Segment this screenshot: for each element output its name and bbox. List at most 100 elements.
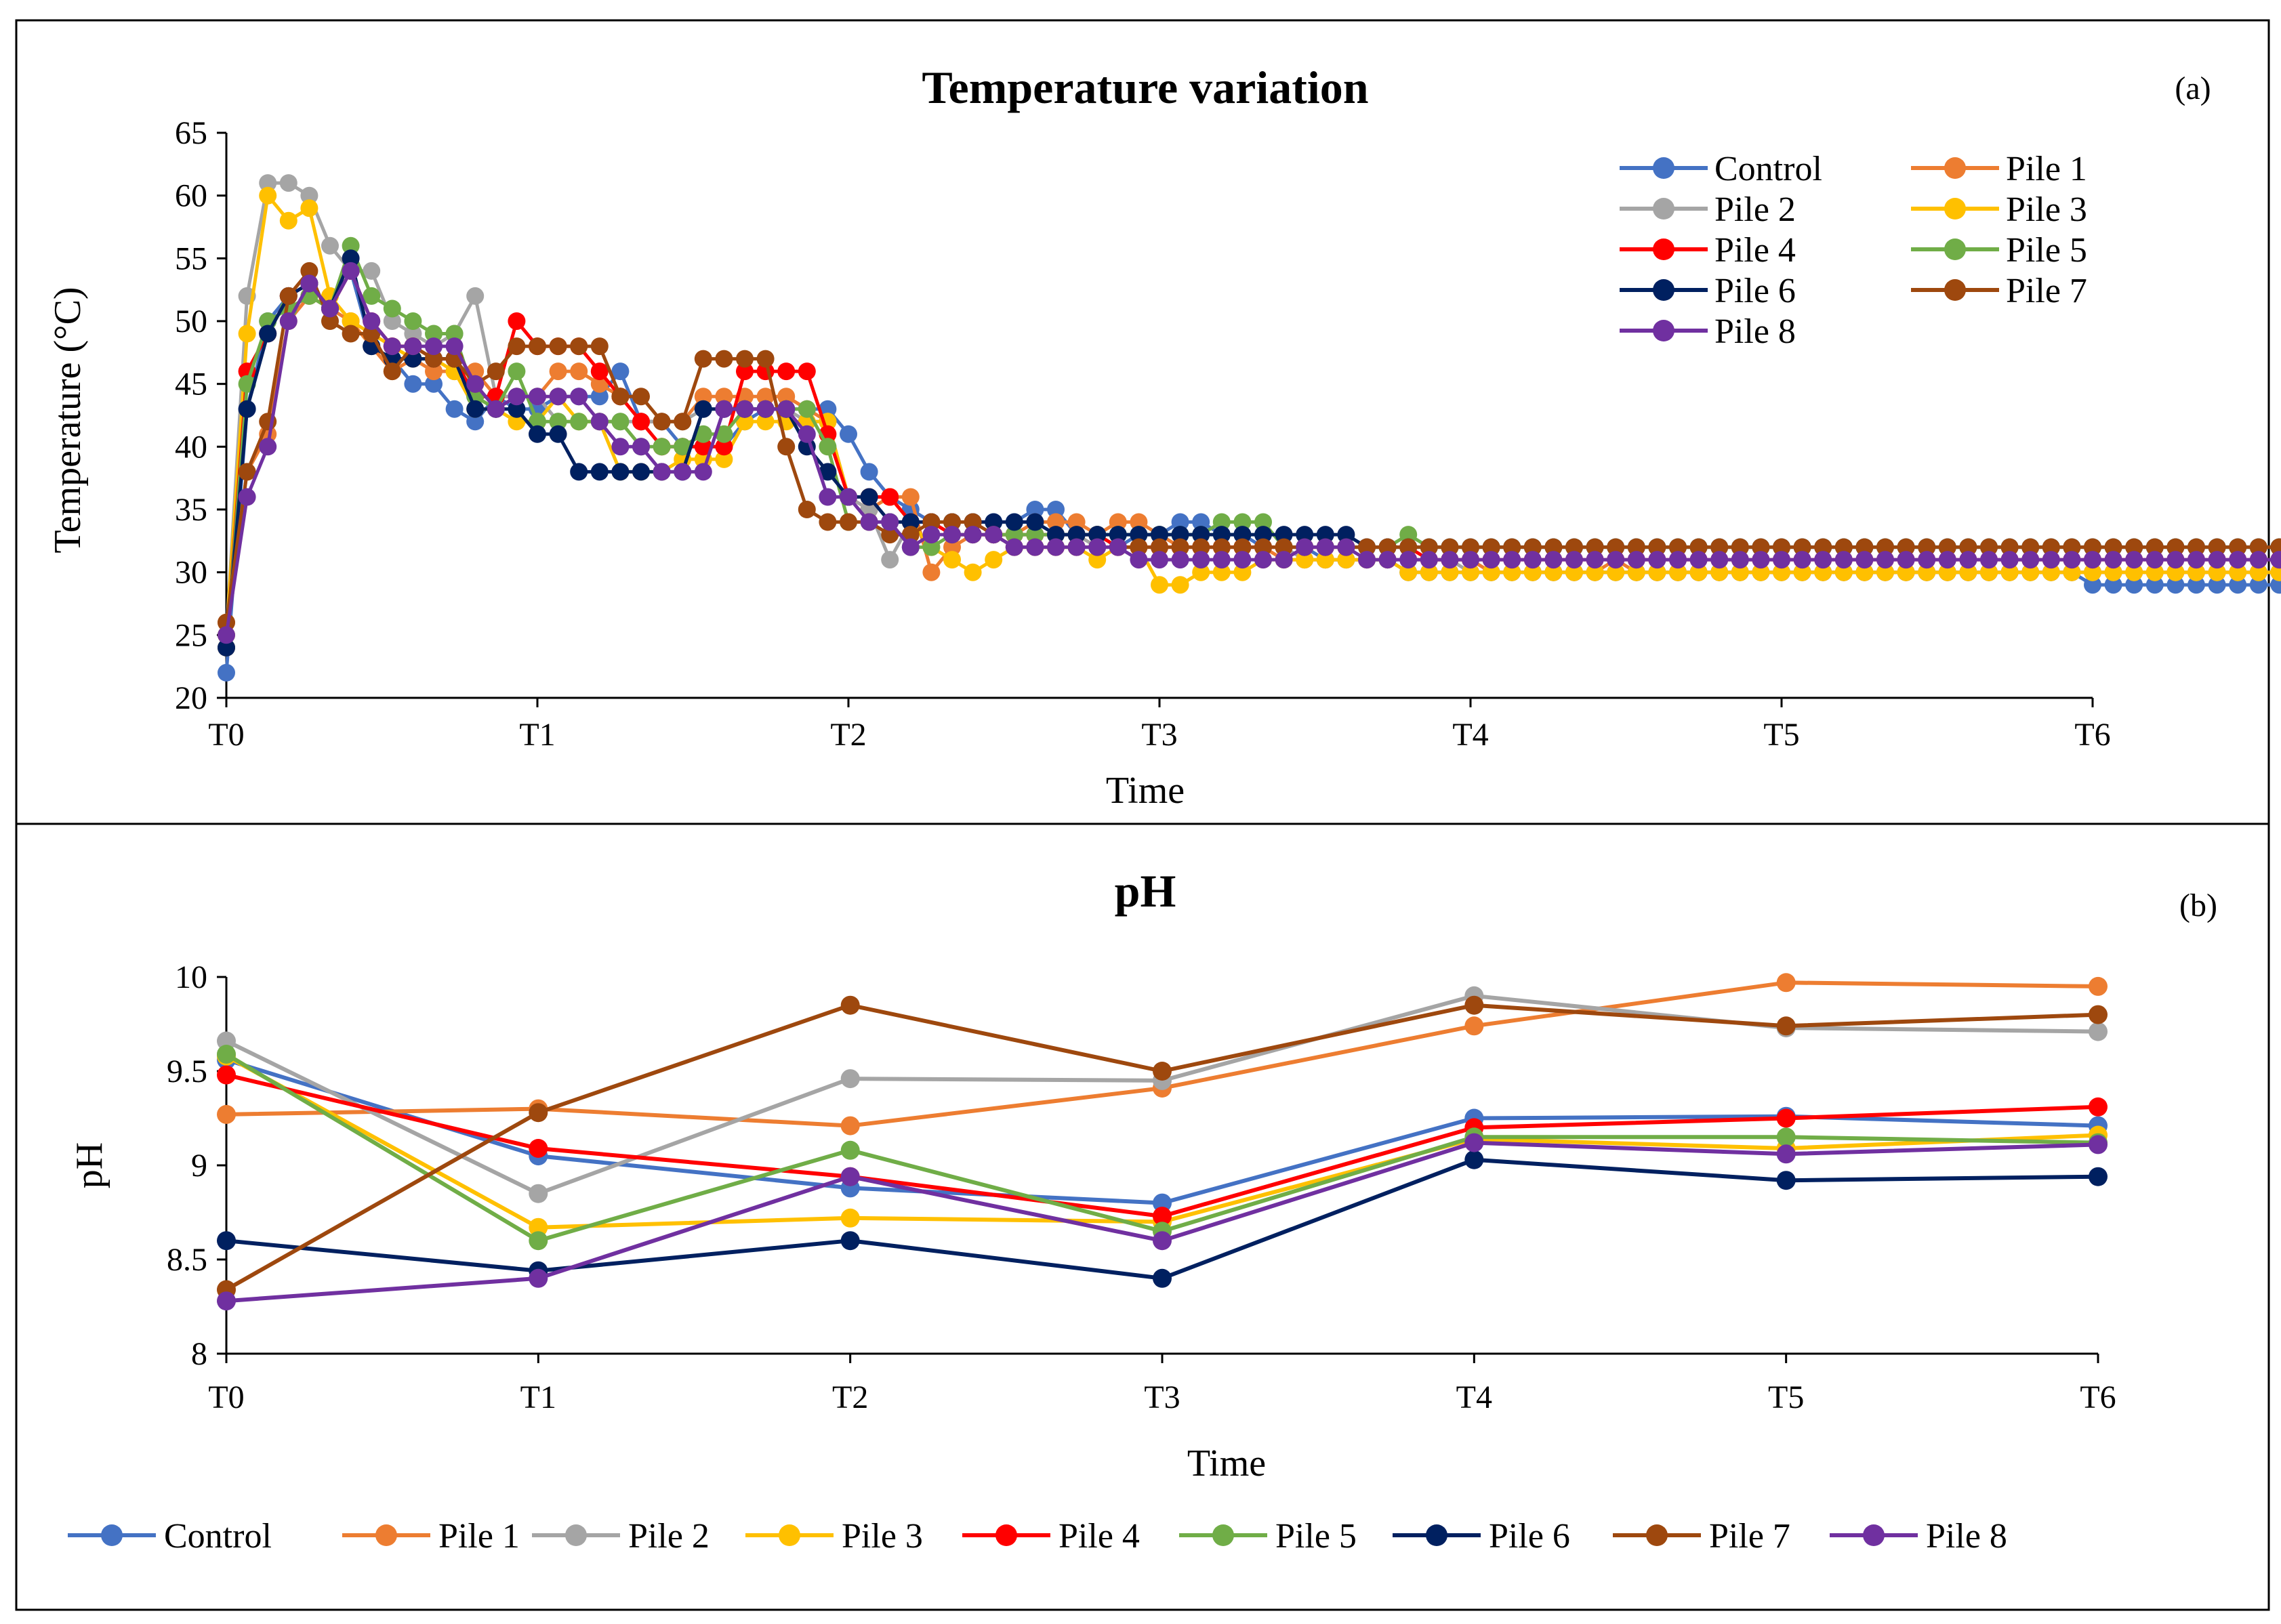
chart-a-data-point <box>881 513 899 531</box>
chart-a-data-point <box>1855 551 1874 569</box>
chart-a-y-tick-label: 50 <box>175 304 207 339</box>
chart-a-data-point <box>901 513 920 531</box>
chart-a-data-point <box>736 400 754 418</box>
chart-a-data-point <box>363 262 381 280</box>
chart-a-legend-label: Pile 1 <box>2006 150 2087 188</box>
chart-a-data-point <box>1710 538 1729 556</box>
chart-a-legend-swatch-marker <box>1653 198 1674 220</box>
chart-a-data-point <box>611 362 630 381</box>
chart-a-data-point <box>611 463 630 481</box>
chart-a-data-point <box>798 362 816 381</box>
chart-b-legend-swatch-marker <box>779 1524 800 1546</box>
chart-a-data-point <box>1399 538 1418 556</box>
chart-b-series-pile-1 <box>217 973 2108 1136</box>
chart-a-data-point <box>549 425 567 443</box>
chart-a-data-point <box>1378 538 1397 556</box>
chart-a-legend-swatch-marker <box>1944 157 1966 179</box>
chart-a-legend-label: Pile 6 <box>1714 272 1796 310</box>
chart-a-data-point <box>1337 551 1355 569</box>
chart-a-data-point <box>1710 551 1729 569</box>
chart-a-data-point <box>694 350 712 368</box>
chart-a-data-point <box>466 375 485 393</box>
chart-a-data-point <box>2249 563 2267 581</box>
chart-a-data-point <box>840 425 857 443</box>
chart-a-data-point <box>1275 551 1293 569</box>
chart-a-data-point <box>1482 538 1500 556</box>
chart-a-data-point <box>570 337 588 356</box>
chart-a-data-point <box>1938 563 1956 581</box>
chart-a-data-point <box>2042 563 2060 581</box>
chart-a-data-point <box>2063 551 2081 569</box>
chart-a-series-line <box>224 269 2281 673</box>
chart-a-data-point <box>1773 551 1790 569</box>
chart-a-data-point <box>590 375 609 393</box>
chart-a-data-point <box>736 362 754 381</box>
chart-a-data-point <box>363 325 381 343</box>
chart-b-legend: Control Pile 1 Pile 2 Pile 3 Pile 4 Pile 5 Pil… <box>68 1517 2007 1556</box>
chart-a-data-point <box>259 325 277 343</box>
chart-b-data-point <box>1776 1108 1796 1128</box>
chart-a-data-point <box>985 513 1003 531</box>
chart-b-data-point <box>2089 1097 2108 1117</box>
chart-a-data-point <box>2229 551 2247 569</box>
chart-a-x-tick-label: T0 <box>208 717 244 753</box>
chart-a-data-point <box>1358 538 1376 556</box>
chart-a-data-point <box>1254 526 1272 544</box>
chart-a-data-point <box>279 174 297 192</box>
chart-a-data-point <box>425 362 443 381</box>
chart-a-data-point <box>259 186 277 205</box>
chart-b-legend-swatch-marker <box>995 1524 1017 1546</box>
chart-b-y-tick-label: 10 <box>175 959 207 995</box>
chart-a-data-point <box>300 262 318 280</box>
chart-b-legend-swatch-marker <box>565 1524 587 1546</box>
chart-a-data-point <box>694 400 712 418</box>
chart-a-data-point <box>1212 538 1231 556</box>
chart-a-data-point <box>590 362 609 381</box>
chart-a-data-point <box>404 350 422 368</box>
chart-a-data-point <box>2145 551 2164 569</box>
chart-a-data-point <box>1669 563 1687 581</box>
chart-a-data-point <box>715 450 733 468</box>
chart-b-data-point <box>217 1231 236 1251</box>
chart-a-x-tick-label: T6 <box>2074 717 2110 753</box>
chart-a-data-point <box>1212 526 1231 544</box>
chart-a-data-point <box>1005 538 1023 556</box>
chart-a-data-point <box>715 425 733 443</box>
chart-a-data-point <box>1897 538 1915 556</box>
chart-a-data-point <box>674 438 692 456</box>
chart-a-series-line <box>224 269 2281 636</box>
chart-a-data-point <box>1026 501 1044 518</box>
chart-a-data-point <box>466 400 485 418</box>
chart-b-y-axis-label: pH <box>68 1142 110 1188</box>
chart-a-data-point <box>1130 538 1148 556</box>
chart-a-data-point <box>674 463 692 481</box>
chart-a-data-point <box>342 236 360 255</box>
chart-a-data-point <box>1151 576 1168 594</box>
chart-a-data-point <box>342 325 360 343</box>
chart-a-data-point <box>611 388 630 406</box>
chart-a-data-point <box>1607 538 1625 556</box>
chart-a-data-point <box>1441 538 1459 556</box>
chart-a-data-point <box>218 663 235 682</box>
chart-a-data-point <box>1212 563 1231 581</box>
chart-a-data-point <box>2145 538 2164 556</box>
chart-a-data-point <box>1067 513 1086 531</box>
chart-a-data-point <box>1088 551 1107 569</box>
chart-a-legend-label: Pile 4 <box>1714 231 1796 270</box>
chart-a-y-tick-label: 35 <box>175 492 207 528</box>
chart-a-data-point <box>1814 538 1832 556</box>
chart-a-legend-label: Pile 2 <box>1714 190 1796 229</box>
chart-a-panel-letter: (a) <box>2175 70 2211 106</box>
chart-a-data-point <box>964 526 982 544</box>
chart-a-data-point <box>840 488 857 506</box>
chart-a-data-point <box>881 526 899 544</box>
chart-a-data-point <box>1254 538 1272 556</box>
chart-a-data-point <box>1130 551 1148 569</box>
chart-b-x-tick-label: T2 <box>832 1379 868 1415</box>
chart-b-data-point <box>840 995 860 1015</box>
chart-b-legend-label: Pile 7 <box>1709 1517 1790 1556</box>
chart-a: 20 25 30 35 40 45 50 55 60 65 T0 T1 T2 T3 T4 T5 T6 Contro… <box>175 115 2281 753</box>
chart-a-data-point <box>756 400 775 418</box>
chart-a-data-point <box>1523 551 1542 569</box>
